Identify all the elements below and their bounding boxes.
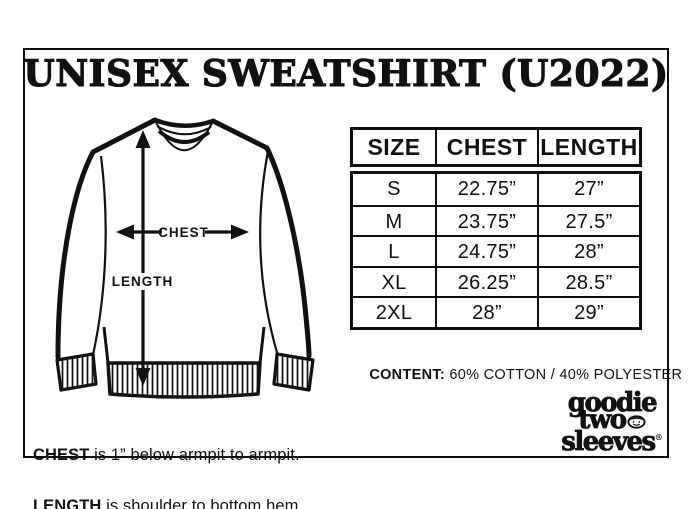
left-cuff xyxy=(55,352,98,392)
content-label: CONTENT: xyxy=(369,367,446,383)
page-title: UNISEX SWEATSHIRT (U2022) xyxy=(23,52,669,95)
cell-size: S xyxy=(387,178,401,200)
body-right-edge xyxy=(258,326,266,364)
logo-line-goodie: goodie xyxy=(567,388,658,418)
cell-length: 28” xyxy=(537,235,639,266)
length-label-backing xyxy=(113,273,172,290)
cell-length: 27” xyxy=(537,174,639,205)
cell-length: 27.5” xyxy=(537,204,639,235)
sweatshirt-diagram: CHEST LENGTH xyxy=(55,117,315,399)
torso-shape xyxy=(99,150,269,361)
cell-length: 29” xyxy=(537,296,639,327)
chest-arrow xyxy=(116,224,249,240)
collar-bottom-edge xyxy=(154,119,214,152)
column-header-length: LENGTH xyxy=(537,130,639,164)
size-table: SIZE CHEST LENGTH S 22.75” 27” M 23.75” … xyxy=(350,127,642,330)
cell-chest: 24.75” xyxy=(435,235,537,266)
cell-size: M xyxy=(353,204,435,236)
cell-size: L xyxy=(353,235,435,266)
chest-note-term: CHEST xyxy=(33,446,90,464)
table-row: 2XL 28” 29” xyxy=(353,296,639,327)
table-row: XL 26.25” 28.5” xyxy=(353,265,639,297)
collar-rib-line xyxy=(156,125,212,136)
collar-top-edge xyxy=(152,117,216,128)
right-sleeve-outline xyxy=(210,118,312,359)
chest-note-text: is 1” below armpit to armpit. xyxy=(89,446,300,464)
hem-band xyxy=(106,361,262,399)
cell-size: 2XL xyxy=(353,296,435,327)
length-note-text: is shoulder to bottom hem. xyxy=(101,497,304,509)
column-header-chest: CHEST xyxy=(435,130,537,164)
length-note-term: LENGTH xyxy=(33,497,102,509)
brand-logo: goodie two sleeves® xyxy=(558,388,666,457)
cell-chest: 26.25” xyxy=(435,265,537,296)
length-arrow-label: LENGTH xyxy=(112,274,174,289)
table-row: S 22.75” 27” xyxy=(353,174,639,205)
left-sleeve-outline xyxy=(55,117,158,360)
length-arrow xyxy=(135,130,151,386)
right-cuff xyxy=(272,352,315,392)
table-row: M 23.75” 27.5” xyxy=(353,204,639,236)
fabric-content: CONTENT: 60% COTTON / 40% POLYESTER xyxy=(352,351,682,399)
size-table-header: SIZE CHEST LENGTH xyxy=(350,127,642,167)
content-value: 60% COTTON / 40% POLYESTER xyxy=(445,367,683,383)
chest-arrow-label: CHEST xyxy=(158,225,209,240)
cell-chest: 22.75” xyxy=(435,174,537,205)
mascot-face-icon xyxy=(627,415,646,429)
length-note: LENGTH is shoulder to bottom hem. xyxy=(33,498,303,509)
logo-line-sleeves: sleeves® xyxy=(561,427,663,457)
measurement-notes: CHEST is 1” below armpit to armpit. LENG… xyxy=(33,413,303,509)
right-sleeve-seam xyxy=(259,150,280,357)
body-left-edge xyxy=(102,326,110,364)
table-row: L 24.75” 28” xyxy=(353,235,639,266)
chest-note: CHEST is 1” below armpit to armpit. xyxy=(33,447,303,464)
left-sleeve-seam xyxy=(91,155,107,356)
registered-mark: ® xyxy=(654,432,663,442)
cell-chest: 28” xyxy=(435,296,537,327)
cell-size: XL xyxy=(353,265,435,297)
size-table-body: S 22.75” 27” M 23.75” 27.5” L 24.75” 28”… xyxy=(350,171,642,330)
logo-line-two: two xyxy=(558,407,666,433)
cell-chest: 23.75” xyxy=(435,204,537,235)
cell-length: 28.5” xyxy=(537,265,639,296)
column-header-size: SIZE xyxy=(367,134,421,160)
